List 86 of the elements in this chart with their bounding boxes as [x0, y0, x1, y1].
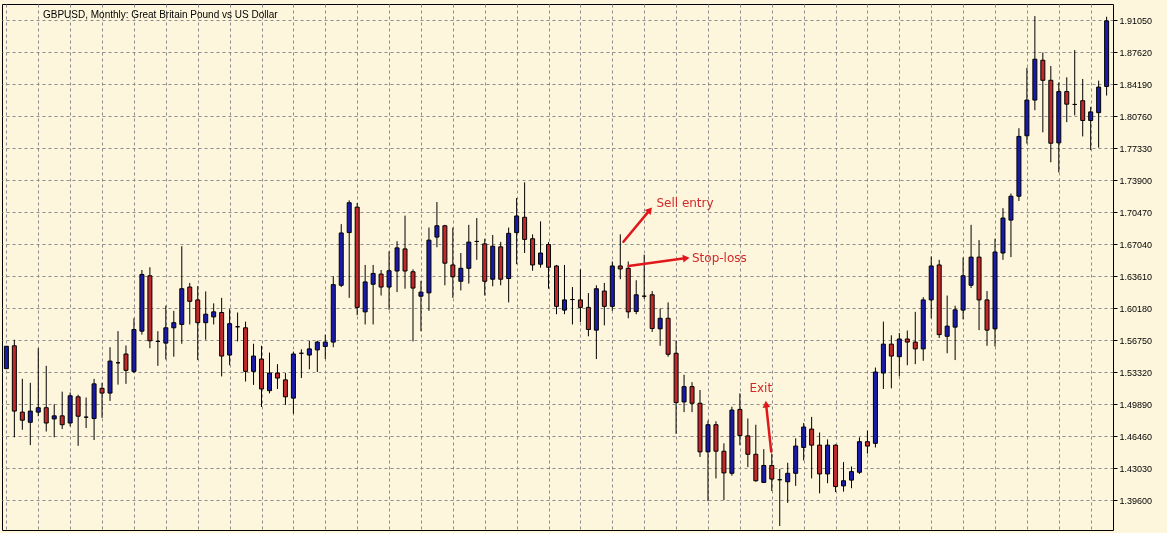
candlestick	[306, 340, 312, 370]
candlestick	[75, 394, 81, 447]
candlestick	[681, 374, 687, 413]
candlestick	[785, 462, 791, 504]
y-tick-label: 1.84190	[1119, 79, 1153, 90]
candlestick	[601, 282, 607, 326]
candlestick	[1008, 193, 1014, 258]
y-tick-label: 1.73900	[1119, 175, 1153, 186]
candlestick	[43, 365, 49, 433]
candlestick	[251, 343, 257, 386]
candlestick	[769, 453, 775, 492]
candlestick	[434, 201, 440, 248]
candlestick	[801, 422, 807, 461]
y-tick-label: 1.67040	[1119, 239, 1153, 250]
candlestick	[394, 240, 400, 293]
candlestick	[35, 347, 41, 417]
candlestick	[314, 340, 320, 373]
candlestick	[123, 345, 129, 385]
y-tick-label: 1.53320	[1119, 367, 1153, 378]
candlestick	[848, 465, 854, 489]
candlestick	[59, 391, 65, 430]
y-tick-label: 1.56750	[1119, 335, 1153, 346]
candlestick	[904, 330, 910, 366]
annotation: Sell entry	[656, 196, 714, 211]
y-tick-label: 1.70470	[1119, 207, 1153, 218]
y-tick-label: 1.91050	[1119, 15, 1153, 26]
candlestick	[266, 352, 272, 394]
text: GBPUSD, Monthly: Great Britain Pound vs US Dollar	[43, 9, 279, 20]
candlestick	[203, 290, 209, 341]
y-tick-label: 1.39600	[1119, 495, 1153, 506]
candlestick	[864, 429, 870, 455]
candlestick	[546, 241, 552, 290]
candlestick	[386, 250, 392, 311]
y-tick-label: 1.80760	[1119, 111, 1153, 122]
candlestick	[841, 461, 847, 493]
y-tick-label: 1.46460	[1119, 431, 1153, 442]
candlestick	[617, 233, 623, 280]
candlestick	[522, 181, 528, 254]
candlestick	[689, 381, 695, 413]
candlestick	[378, 269, 384, 297]
candlestick	[418, 280, 424, 332]
y-tick-label: 1.43030	[1119, 463, 1153, 474]
candlestick	[27, 382, 33, 446]
candlestick	[171, 310, 177, 358]
candlestick	[538, 220, 544, 269]
candlestick	[952, 305, 958, 361]
candlestick	[410, 268, 416, 342]
candlestick	[809, 416, 815, 479]
candlestick	[657, 307, 663, 347]
candlestick	[745, 418, 751, 468]
candlestick	[633, 279, 639, 315]
candlestick	[1040, 52, 1046, 133]
candlestick	[514, 197, 520, 265]
candlestick	[1064, 76, 1070, 123]
candlestick	[912, 311, 918, 365]
candlestick	[888, 334, 894, 389]
y-tick-label: 1.60180	[1119, 303, 1153, 314]
annotation: Stop-loss	[692, 250, 747, 265]
candlestick	[721, 442, 727, 501]
y-tick-label: 1.63610	[1119, 271, 1153, 282]
y-tick-label: 1.49890	[1119, 399, 1153, 410]
candlestick	[187, 282, 193, 325]
candlestick	[99, 382, 105, 419]
candlestick	[1088, 106, 1094, 151]
annotation: Exit	[749, 380, 773, 395]
candlestick	[370, 264, 376, 325]
candlestick	[19, 378, 25, 431]
candlestick	[1080, 78, 1086, 137]
candlestick	[761, 448, 767, 484]
candlestick	[944, 295, 950, 354]
candlestick	[561, 264, 567, 315]
candlestick	[896, 332, 902, 377]
candlestick	[458, 252, 464, 291]
candlestick	[585, 292, 591, 337]
candlestick	[402, 215, 408, 290]
candlestick	[322, 334, 328, 360]
candlestick	[577, 268, 583, 323]
candlestick	[282, 372, 288, 406]
candlestick	[274, 363, 280, 390]
candlestick	[450, 227, 456, 299]
candlestick	[163, 305, 169, 360]
candlestick	[195, 285, 201, 361]
y-tick-label: 1.87620	[1119, 47, 1153, 58]
candlestick	[211, 302, 217, 325]
y-tick-label: 1.77330	[1119, 143, 1153, 154]
candlestick	[51, 403, 57, 438]
